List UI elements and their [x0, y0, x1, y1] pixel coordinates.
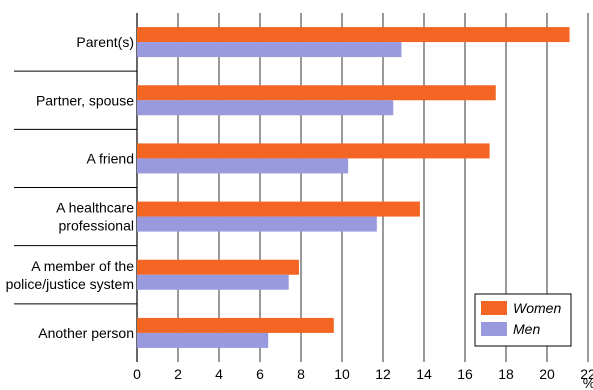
x-tick-label: 4 [215, 366, 223, 382]
bar-women [137, 259, 299, 275]
bar-men [137, 274, 289, 290]
bar-women [137, 27, 570, 43]
bar-men [137, 216, 377, 232]
x-tick-label: 18 [498, 366, 514, 382]
legend-swatch-men [481, 322, 507, 336]
bar-women [137, 85, 496, 101]
x-tick-label: 12 [375, 366, 391, 382]
category-labels: Parent(s) Partner, spouse A friend A health… [6, 34, 135, 341]
legend-swatch-women [481, 301, 507, 315]
x-tick-label: 6 [256, 366, 264, 382]
x-tick-label: 22 [580, 366, 593, 382]
x-tick-label: 20 [539, 366, 555, 382]
x-tick-label: 2 [174, 366, 182, 382]
bar-women [137, 143, 490, 159]
x-tick-label: 14 [416, 366, 432, 382]
bar-men [137, 332, 269, 348]
x-axis-ticks: 0 2 4 6 8 10 12 14 16 18 20 22% [133, 366, 593, 390]
bars-layer [137, 27, 570, 348]
bar-men [137, 158, 349, 174]
legend-label-men: Men [513, 321, 540, 337]
bar-women [137, 317, 334, 333]
legend: Women Men [474, 293, 572, 347]
legend-label-women: Women [513, 300, 561, 316]
category-label: Parent(s) [76, 34, 134, 50]
x-tick-label: 10 [334, 366, 350, 382]
category-label: Another person [38, 325, 134, 341]
x-tick-label: 16 [457, 366, 473, 382]
category-label: A member of the [31, 258, 134, 274]
category-label: police/justice system [6, 276, 134, 292]
x-tick-label: 0 [133, 366, 141, 382]
bar-men [137, 100, 394, 116]
bar-women [137, 201, 420, 217]
category-label: A healthcare [56, 200, 134, 216]
x-tick-label: 8 [297, 366, 305, 382]
category-label: Partner, spouse [36, 92, 134, 108]
category-label: A friend [87, 150, 134, 166]
bar-men [137, 42, 402, 58]
category-label: professional [59, 218, 135, 234]
category-dividers [14, 70, 137, 305]
x-axis-unit: % [583, 375, 593, 390]
